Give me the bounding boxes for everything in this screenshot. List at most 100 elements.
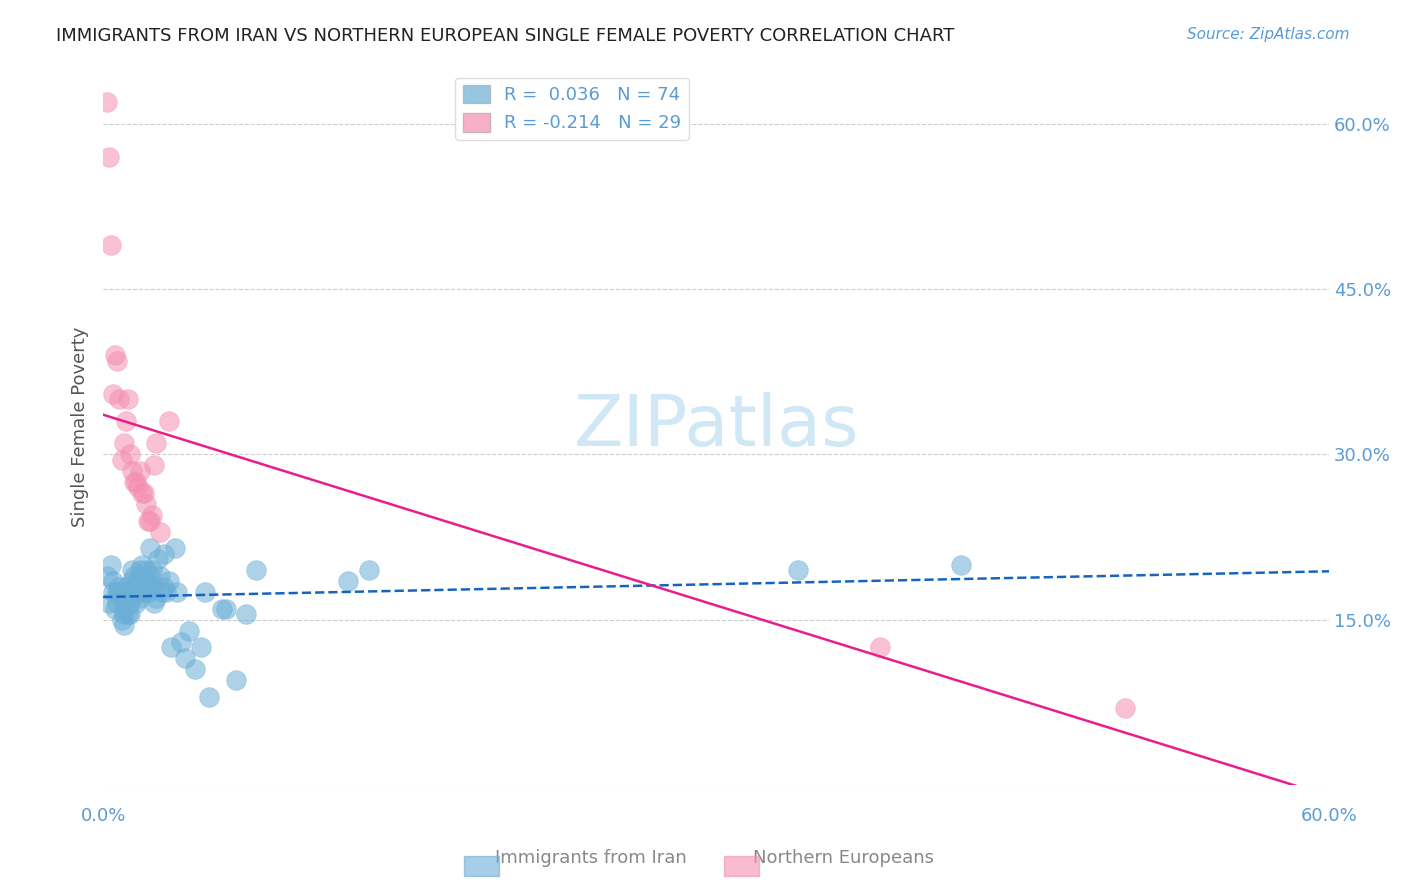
- Point: [127, 574, 149, 589]
- Text: 0.0%: 0.0%: [80, 807, 125, 825]
- Point: [1114, 701, 1136, 715]
- Point: [184, 662, 207, 676]
- Legend: R =  0.036   N = 74, R = -0.214   N = 29: R = 0.036 N = 74, R = -0.214 N = 29: [456, 78, 689, 140]
- Point: [127, 580, 149, 594]
- Point: [121, 563, 143, 577]
- Point: [118, 447, 141, 461]
- Point: [122, 568, 145, 582]
- Point: [112, 618, 135, 632]
- Text: ZIPatlas: ZIPatlas: [574, 392, 859, 461]
- Point: [139, 514, 162, 528]
- Point: [117, 607, 139, 622]
- Point: [143, 458, 166, 473]
- Point: [110, 613, 132, 627]
- Point: [129, 591, 152, 605]
- Point: [129, 585, 152, 599]
- Point: [157, 414, 180, 428]
- Point: [149, 524, 172, 539]
- Point: [139, 568, 162, 582]
- Point: [136, 585, 159, 599]
- Point: [141, 508, 163, 522]
- Point: [141, 563, 163, 577]
- Point: [107, 585, 129, 599]
- Point: [131, 558, 153, 572]
- Y-axis label: Single Female Poverty: Single Female Poverty: [72, 326, 89, 527]
- Point: [129, 464, 152, 478]
- Point: [337, 574, 360, 589]
- Point: [103, 585, 125, 599]
- Point: [148, 552, 170, 566]
- Text: Northern Europeans: Northern Europeans: [754, 849, 934, 867]
- Point: [108, 392, 131, 407]
- Point: [950, 558, 973, 572]
- Text: Immigrants from Iran: Immigrants from Iran: [495, 849, 686, 867]
- Point: [96, 568, 118, 582]
- Point: [139, 541, 162, 555]
- Text: IMMIGRANTS FROM IRAN VS NORTHERN EUROPEAN SINGLE FEMALE POVERTY CORRELATION CHAR: IMMIGRANTS FROM IRAN VS NORTHERN EUROPEA…: [56, 27, 955, 45]
- Point: [114, 414, 136, 428]
- Point: [96, 95, 118, 109]
- Point: [155, 585, 177, 599]
- Point: [117, 585, 139, 599]
- Point: [132, 580, 155, 594]
- Point: [145, 591, 167, 605]
- Point: [121, 464, 143, 478]
- Point: [136, 574, 159, 589]
- Point: [122, 585, 145, 599]
- Point: [215, 601, 238, 615]
- Point: [211, 601, 233, 615]
- Point: [114, 585, 136, 599]
- Point: [198, 690, 221, 704]
- Text: Source: ZipAtlas.com: Source: ZipAtlas.com: [1187, 27, 1350, 42]
- Point: [166, 585, 188, 599]
- Point: [118, 596, 141, 610]
- Point: [110, 453, 132, 467]
- Point: [135, 497, 157, 511]
- Point: [135, 563, 157, 577]
- Point: [145, 436, 167, 450]
- Point: [122, 475, 145, 489]
- Text: 60.0%: 60.0%: [1301, 807, 1357, 825]
- Point: [129, 563, 152, 577]
- Point: [173, 651, 195, 665]
- Point: [112, 436, 135, 450]
- Point: [245, 563, 267, 577]
- Point: [114, 580, 136, 594]
- Point: [136, 514, 159, 528]
- Point: [108, 580, 131, 594]
- Point: [235, 607, 257, 622]
- Point: [104, 348, 127, 362]
- Point: [149, 568, 172, 582]
- Point: [869, 640, 891, 655]
- Point: [117, 392, 139, 407]
- Point: [132, 585, 155, 599]
- Point: [98, 150, 121, 164]
- Point: [107, 596, 129, 610]
- Point: [177, 624, 200, 638]
- Point: [131, 574, 153, 589]
- Point: [153, 547, 176, 561]
- Point: [131, 486, 153, 500]
- Point: [153, 580, 176, 594]
- Point: [786, 563, 808, 577]
- Point: [127, 480, 149, 494]
- Point: [194, 585, 217, 599]
- Point: [112, 607, 135, 622]
- Point: [112, 601, 135, 615]
- Point: [103, 574, 125, 589]
- Point: [157, 574, 180, 589]
- Point: [132, 486, 155, 500]
- Point: [104, 601, 127, 615]
- Point: [190, 640, 212, 655]
- Point: [159, 640, 181, 655]
- Point: [108, 585, 131, 599]
- Point: [118, 607, 141, 622]
- Point: [110, 591, 132, 605]
- Point: [125, 596, 148, 610]
- Point: [163, 541, 186, 555]
- Point: [143, 580, 166, 594]
- Point: [103, 386, 125, 401]
- Point: [143, 596, 166, 610]
- Point: [98, 596, 121, 610]
- Point: [118, 591, 141, 605]
